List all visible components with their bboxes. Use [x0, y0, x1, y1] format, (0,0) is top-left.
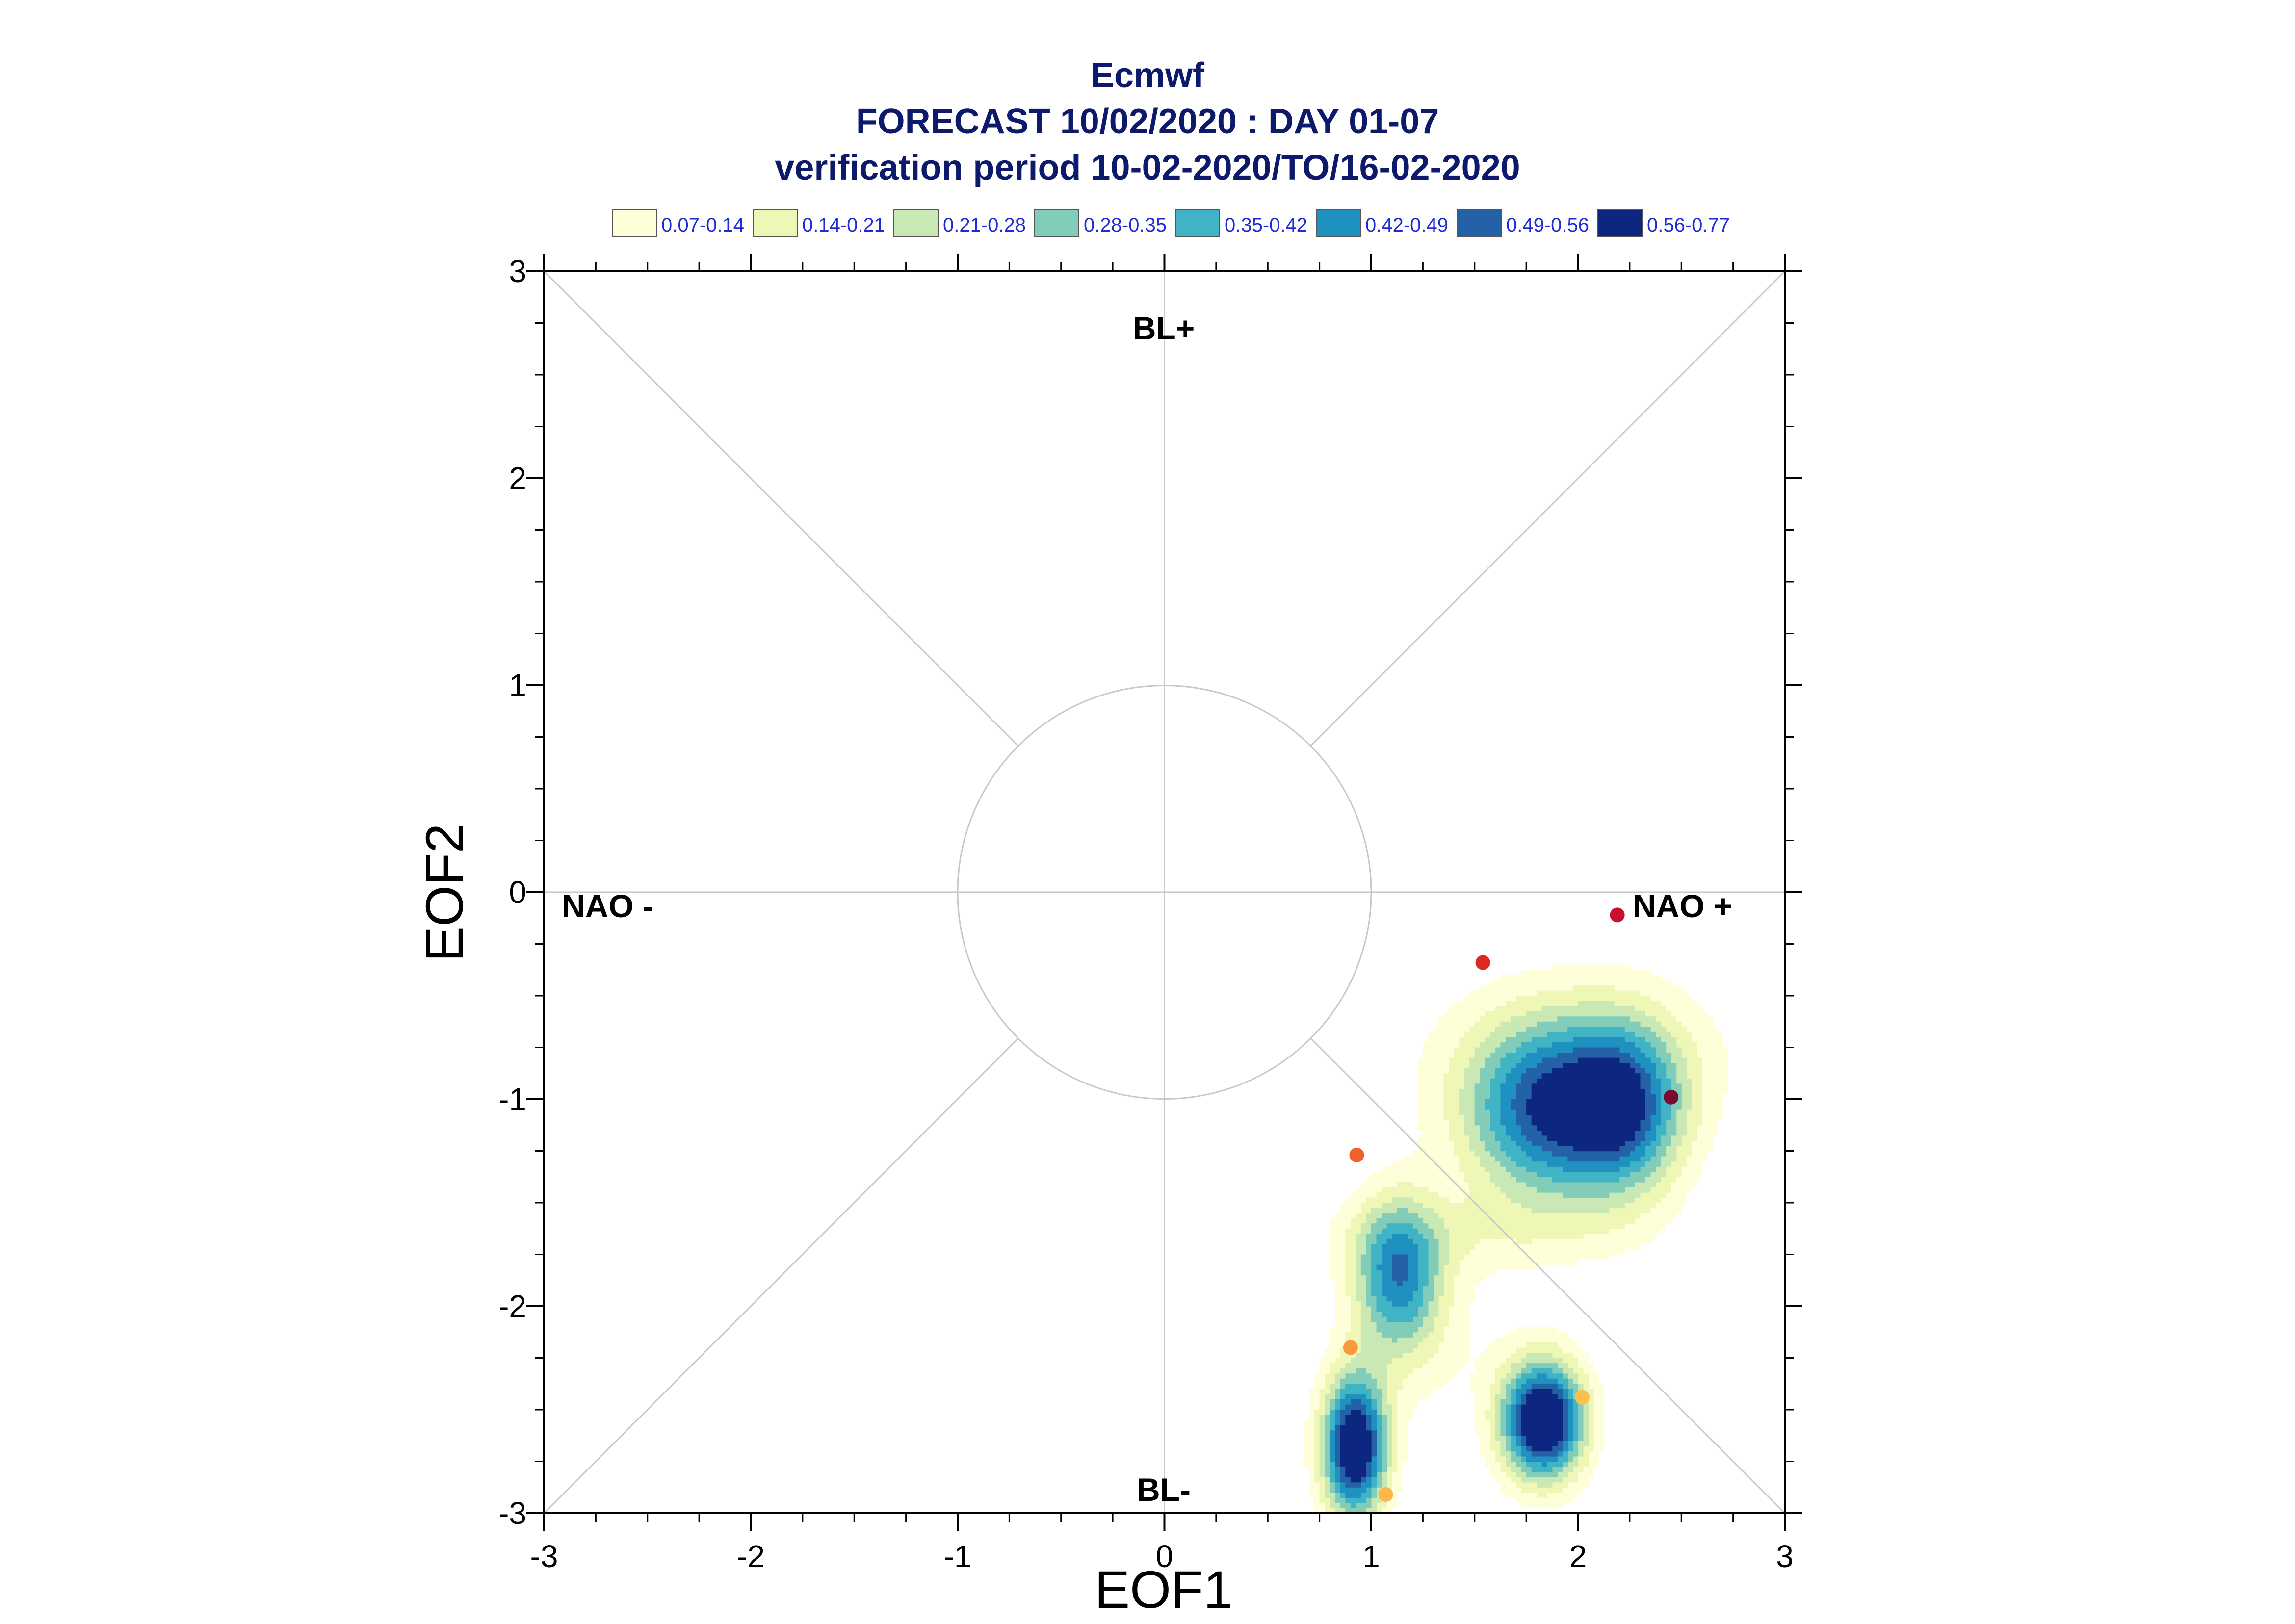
- legend-swatch-3: [893, 209, 939, 237]
- data-point-2: [1475, 955, 1490, 970]
- y-tick-label: -1: [498, 1082, 526, 1117]
- chart-title: Ecmwf: [1091, 56, 1205, 95]
- x-tick-label: -3: [530, 1539, 558, 1574]
- density-band-8: [1340, 1057, 1645, 1483]
- guide-lines: [543, 270, 1786, 1514]
- data-points: [1343, 907, 1679, 1502]
- legend-swatch-2: [753, 209, 798, 237]
- diagonal-line-4: [1310, 1037, 1786, 1514]
- density-band-7: [1335, 1047, 1656, 1488]
- diagonal-line-2: [1310, 270, 1786, 747]
- legend-swatch-8: [1597, 209, 1643, 237]
- legend-label-1: 0.07-0.14: [661, 214, 744, 236]
- legend-label-4: 0.28-0.35: [1084, 214, 1167, 236]
- legend-swatch-6: [1316, 209, 1361, 237]
- regime-label-nao-plus: NAO +: [1633, 888, 1733, 924]
- legend-swatch-7: [1457, 209, 1502, 237]
- y-axis-title: EOF2: [415, 824, 474, 962]
- chart-subtitle-verification: verification period 10-02-2020/TO/16-02-…: [775, 148, 1520, 187]
- x-tick-label: 1: [1362, 1539, 1380, 1574]
- density-legend: 0.07-0.14 0.14-0.21 0.21-0.28 0.28-0.35 0.35…: [612, 209, 1730, 237]
- x-tick-label: 3: [1776, 1539, 1794, 1574]
- diagonal-line-1: [543, 270, 1019, 747]
- legend-label-3: 0.21-0.28: [943, 214, 1026, 236]
- regime-label-bl-plus: BL+: [1133, 310, 1195, 346]
- regime-label-nao-minus: NAO -: [562, 888, 653, 924]
- data-point-7: [1378, 1487, 1393, 1502]
- data-point-4: [1349, 1147, 1364, 1162]
- legend-label-8: 0.56-0.77: [1647, 214, 1730, 236]
- legend-swatch-1: [612, 209, 657, 237]
- x-axis-title: EOF1: [1095, 1560, 1233, 1619]
- legend-label-7: 0.49-0.56: [1506, 214, 1589, 236]
- y-tick-label: 0: [509, 875, 526, 910]
- legend-swatch-4: [1034, 209, 1079, 237]
- plot-area: -3 -2 -1 0 1 2 3 -3 -2 -1 0 1 2 3: [498, 254, 1802, 1574]
- data-point-6: [1574, 1390, 1590, 1405]
- x-tick-label: 0: [1156, 1539, 1174, 1574]
- legend-swatch-5: [1175, 209, 1220, 237]
- legend-label-6: 0.42-0.49: [1365, 214, 1448, 236]
- x-tick-label: 2: [1569, 1539, 1587, 1574]
- y-tick-label: -3: [498, 1495, 526, 1531]
- legend-label-2: 0.14-0.21: [802, 214, 885, 236]
- data-point-1: [1610, 907, 1625, 923]
- density-contours: [1304, 964, 1728, 1514]
- data-point-5: [1343, 1340, 1358, 1355]
- diagonal-line-3: [543, 1037, 1019, 1514]
- legend-label-5: 0.35-0.42: [1225, 214, 1307, 236]
- y-tick-label: -2: [498, 1289, 526, 1324]
- regime-label-bl-minus: BL-: [1137, 1471, 1191, 1508]
- x-tick-label: -2: [737, 1539, 765, 1574]
- y-tick-label: 2: [509, 461, 526, 496]
- x-tick-label: -1: [944, 1539, 972, 1574]
- y-tick-label: 3: [509, 254, 526, 289]
- chart-subtitle-forecast: FORECAST 10/02/2020 : DAY 01-07: [856, 102, 1439, 141]
- y-tick-label: 1: [509, 668, 526, 703]
- axis-ticks: -3 -2 -1 0 1 2 3 -3 -2 -1 0 1 2 3: [498, 254, 1802, 1574]
- unit-circle: [957, 685, 1372, 1100]
- data-point-3: [1664, 1089, 1679, 1105]
